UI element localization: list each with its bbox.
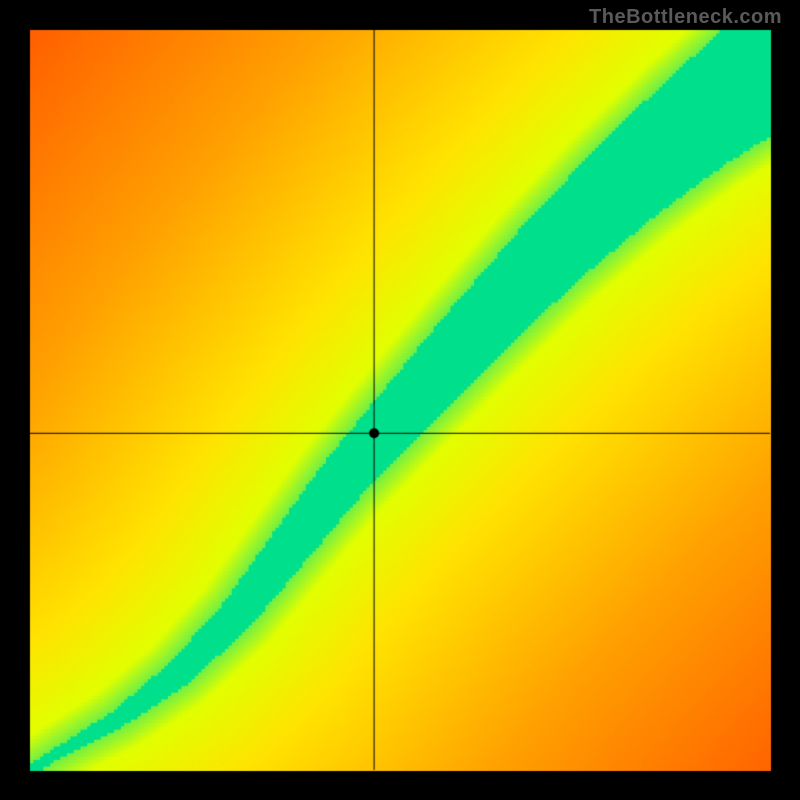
chart-container: TheBottleneck.com xyxy=(0,0,800,800)
watermark-text: TheBottleneck.com xyxy=(589,6,782,29)
heatmap-canvas xyxy=(0,0,800,800)
